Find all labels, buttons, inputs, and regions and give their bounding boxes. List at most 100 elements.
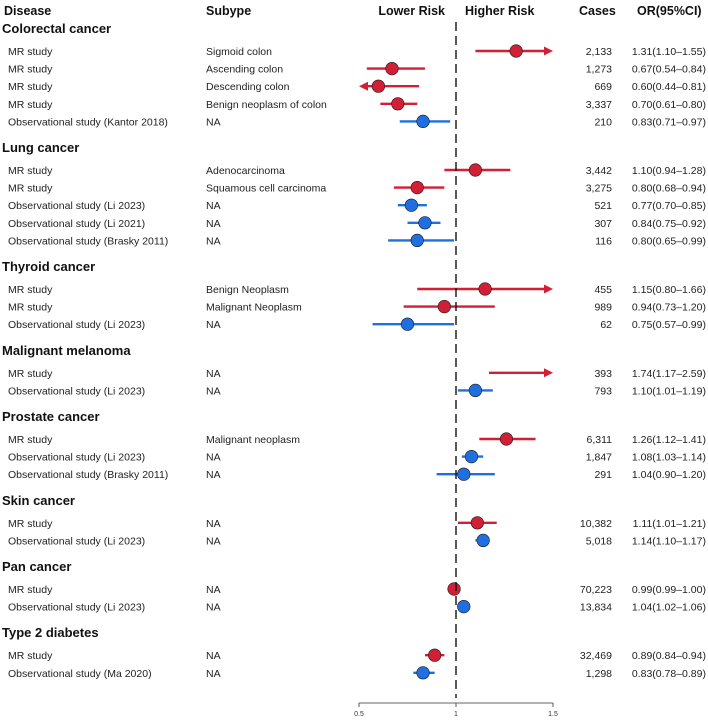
group-title-5: Skin cancer xyxy=(2,493,75,508)
subtype-label-0-1: Ascending colon xyxy=(206,64,283,76)
subtype-label-0-3: Benign neoplasm of colon xyxy=(206,99,327,111)
cases-value-7-0: 32,469 xyxy=(580,650,612,662)
x-axis: 0.5 1 1.5 xyxy=(354,22,558,718)
subtype-label-7-1: NA xyxy=(206,668,221,680)
header-cases: Cases xyxy=(579,4,616,18)
study-label-4-2: Observational study (Brasky 2011) xyxy=(8,469,168,481)
or-ci-text-2-1: 0.94(0.73–1.20) xyxy=(632,302,706,314)
x-tick-label-0: 0.5 xyxy=(354,711,364,718)
subtype-label-0-4: NA xyxy=(206,116,221,128)
study-label-2-2: Observational study (Li 2023) xyxy=(8,319,145,331)
cases-value-6-0: 70,223 xyxy=(580,584,612,596)
or-ci-text-5-0: 1.11(1.01–1.21) xyxy=(633,518,706,530)
study-label-7-0: MR study xyxy=(8,650,53,662)
study-label-5-1: Observational study (Li 2023) xyxy=(8,535,145,547)
study-label-4-1: Observational study (Li 2023) xyxy=(8,452,145,464)
study-label-3-0: MR study xyxy=(8,368,53,380)
estimate-point-5-0 xyxy=(470,516,484,530)
or-ci-text-0-2: 0.60(0.44–0.81) xyxy=(632,81,706,93)
ci-arrow-right-0-0 xyxy=(544,46,553,56)
group-title-2: Thyroid cancer xyxy=(2,259,95,274)
estimate-point-1-3 xyxy=(418,216,432,230)
or-ci-text-2-0: 1.15(0.80–1.66) xyxy=(632,284,706,296)
estimate-point-7-1 xyxy=(416,666,430,680)
study-label-2-0: MR study xyxy=(8,284,53,296)
estimate-point-0-2 xyxy=(371,79,386,93)
study-label-1-1: MR study xyxy=(8,183,53,195)
subtype-label-4-0: Malignant neoplasm xyxy=(206,434,300,446)
estimate-point-0-0 xyxy=(509,44,523,58)
subtype-label-3-1: NA xyxy=(206,385,221,397)
subtype-label-2-0: Benign Neoplasm xyxy=(206,284,289,296)
subtype-label-1-4: NA xyxy=(206,235,221,247)
estimate-point-1-0 xyxy=(468,163,483,177)
subtype-label-2-1: Malignant Neoplasm xyxy=(206,302,302,314)
study-label-1-4: Observational study (Brasky 2011) xyxy=(8,235,168,247)
study-label-7-1: Observational study (Ma 2020) xyxy=(8,668,152,680)
or-ci-text-1-0: 1.10(0.94–1.28) xyxy=(632,165,706,177)
cases-value-2-1: 989 xyxy=(594,302,612,314)
or-ci-text-0-1: 0.67(0.54–0.84) xyxy=(632,64,706,76)
subtype-label-5-1: NA xyxy=(206,535,221,547)
study-label-0-4: Observational study (Kantor 2018) xyxy=(8,116,168,128)
group-title-6: Pan cancer xyxy=(2,559,71,574)
study-label-2-1: MR study xyxy=(8,302,53,314)
cases-value-2-0: 455 xyxy=(594,284,612,296)
or-ci-text-3-0: 1.74(1.17–2.59) xyxy=(632,368,706,380)
estimate-point-2-0 xyxy=(478,282,492,296)
study-label-0-0: MR study xyxy=(8,46,53,58)
or-ci-text-0-0: 1.31(1.10–1.55) xyxy=(632,46,706,58)
cases-value-0-0: 2,133 xyxy=(586,46,612,58)
or-ci-text-2-2: 0.75(0.57–0.99) xyxy=(632,319,706,331)
estimate-point-0-4 xyxy=(416,114,430,128)
cases-value-5-0: 10,382 xyxy=(580,518,612,530)
subtype-label-1-0: Adenocarcinoma xyxy=(206,165,285,177)
cases-value-2-2: 62 xyxy=(600,319,612,331)
or-ci-text-4-0: 1.26(1.12–1.41) xyxy=(632,434,706,446)
cases-value-4-0: 6,311 xyxy=(587,434,613,446)
ci-arrow-left-0-2 xyxy=(359,81,368,91)
or-ci-text-0-4: 0.83(0.71–0.97) xyxy=(632,116,706,128)
cases-value-1-2: 521 xyxy=(594,200,612,212)
subtype-label-1-1: Squamous cell carcinoma xyxy=(206,183,326,195)
estimate-point-2-1 xyxy=(437,300,451,314)
study-label-0-3: MR study xyxy=(8,99,53,111)
header-or-ci: OR(95%CI) xyxy=(637,4,702,18)
cases-value-4-2: 291 xyxy=(594,469,612,481)
subtype-label-1-3: NA xyxy=(206,218,221,230)
study-label-1-2: Observational study (Li 2023) xyxy=(8,200,145,212)
study-label-4-0: MR study xyxy=(8,434,53,446)
column-headers: Disease Subype Lower Risk Higher Risk Ca… xyxy=(4,4,702,18)
header-subtype: Subype xyxy=(206,4,251,18)
subtype-label-0-2: Descending colon xyxy=(206,81,290,93)
ci-arrow-right-3-0 xyxy=(544,368,553,378)
cases-value-1-1: 3,275 xyxy=(586,183,612,195)
cases-value-0-1: 1,273 xyxy=(586,64,612,76)
study-label-3-1: Observational study (Li 2023) xyxy=(8,385,145,397)
or-ci-text-4-2: 1.04(0.90–1.20) xyxy=(632,469,706,481)
cases-value-6-1: 13,834 xyxy=(580,602,612,614)
estimate-point-0-1 xyxy=(385,61,399,76)
subtype-label-1-2: NA xyxy=(206,200,221,212)
cases-value-1-0: 3,442 xyxy=(586,165,612,177)
estimate-point-3-1 xyxy=(468,383,483,398)
or-ci-text-1-3: 0.84(0.75–0.92) xyxy=(632,218,706,230)
or-ci-text-1-4: 0.80(0.65–0.99) xyxy=(632,235,706,247)
estimate-point-6-1 xyxy=(457,599,471,614)
study-label-5-0: MR study xyxy=(8,518,53,530)
estimate-point-1-2 xyxy=(404,198,418,212)
x-tick-label-1: 1 xyxy=(454,711,458,718)
subtype-label-6-1: NA xyxy=(206,602,221,614)
group-title-1: Lung cancer xyxy=(2,140,79,155)
subtype-label-2-2: NA xyxy=(206,319,221,331)
cases-value-0-3: 3,337 xyxy=(586,99,612,111)
study-label-0-2: MR study xyxy=(8,81,53,93)
estimate-point-1-4 xyxy=(410,233,424,247)
or-ci-text-6-0: 0.99(0.99–1.00) xyxy=(632,584,706,596)
subtype-label-3-0: NA xyxy=(206,368,221,380)
group-title-3: Malignant melanoma xyxy=(2,343,131,358)
estimate-point-4-1 xyxy=(464,450,479,464)
cases-value-0-2: 669 xyxy=(594,81,612,93)
estimate-point-4-2 xyxy=(457,467,471,481)
